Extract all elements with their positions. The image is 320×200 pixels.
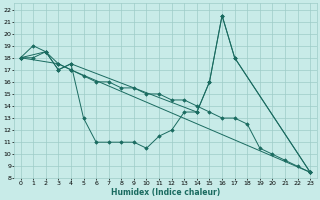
X-axis label: Humidex (Indice chaleur): Humidex (Indice chaleur) xyxy=(111,188,220,197)
